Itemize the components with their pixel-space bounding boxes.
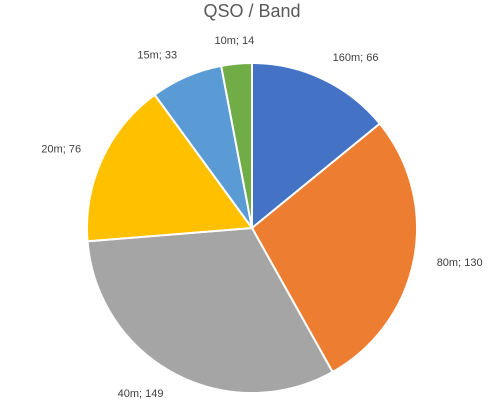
data-label: 20m; 76 [41, 144, 81, 156]
data-label-separator: ; [63, 144, 69, 156]
data-label-separator: ; [360, 52, 366, 64]
data-label-value: 149 [145, 388, 163, 400]
chart-title: QSO / Band [203, 1, 300, 21]
data-label: 15m; 33 [137, 49, 177, 61]
data-label-category: 20m [41, 144, 62, 156]
data-label-category: 40m [118, 388, 139, 400]
data-label-value: 130 [464, 257, 482, 269]
data-label-separator: ; [236, 35, 242, 47]
pie-slice [86, 93, 254, 243]
data-label-category: 160m [333, 52, 361, 64]
data-label: 80m; 130 [437, 257, 483, 269]
pie-slice [251, 61, 382, 231]
data-label-separator: ; [139, 388, 145, 400]
pie-slice [219, 61, 253, 229]
data-label: 10m; 14 [214, 35, 254, 47]
data-label-category: 80m [437, 257, 458, 269]
data-label: 160m; 66 [333, 52, 379, 64]
data-label-separator: ; [159, 49, 165, 61]
pie-slice [86, 226, 334, 394]
data-label: 40m; 149 [118, 388, 164, 400]
data-label-value: 76 [69, 144, 81, 156]
data-label-separator: ; [458, 257, 464, 269]
data-label-value: 66 [366, 52, 378, 64]
data-label-category: 15m [137, 49, 158, 61]
data-label-value: 33 [165, 49, 177, 61]
data-label-category: 10m [214, 35, 235, 47]
pie-slice [250, 122, 418, 374]
data-label-value: 14 [242, 35, 254, 47]
